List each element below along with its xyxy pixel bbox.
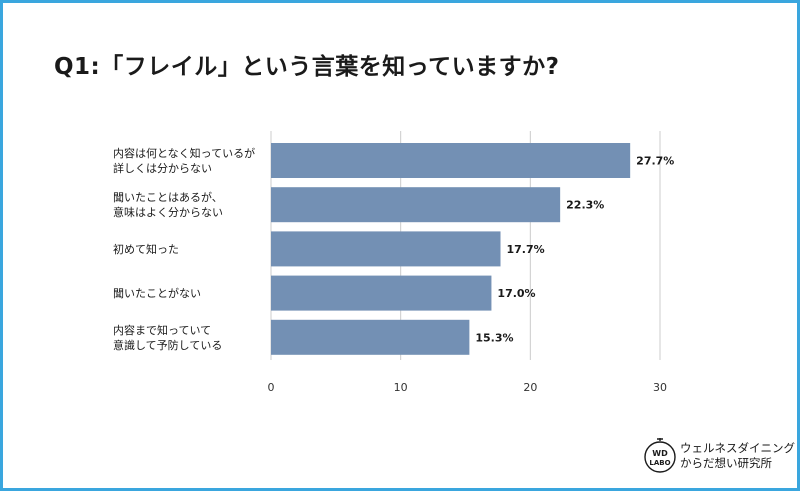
value-label-1: 22.3%: [566, 199, 604, 212]
brand-name: ウェルネスダイニング からだ想い研究所: [680, 441, 795, 471]
x-tick-label-10: 10: [394, 381, 408, 394]
x-tick-label-30: 30: [653, 381, 667, 394]
category-label-1-line-0: 聞いたことはあるが、: [113, 190, 223, 204]
brand-logo: WD LABO ウェルネスダイニング からだ想い研究所: [640, 435, 795, 479]
badge-text-labo: LABO: [649, 459, 670, 467]
x-tick-label-20: 20: [523, 381, 537, 394]
value-label-2: 17.7%: [507, 243, 545, 256]
category-label-4-line-1: 意識して予防している: [113, 338, 222, 352]
category-label-0-line-0: 内容は何となく知っているが: [113, 146, 255, 160]
bar-2: [271, 231, 501, 267]
bar-1: [271, 187, 561, 223]
wd-labo-badge-icon: WD LABO: [644, 438, 676, 473]
category-label-3-line-0: 聞いたことがない: [113, 286, 201, 300]
category-label-1-line-1: 意味はよく分からない: [113, 205, 223, 219]
category-label-2-line-0: 初めて知った: [113, 242, 179, 256]
badge-text-wd: WD: [652, 449, 668, 458]
bar-0: [271, 143, 631, 178]
brand-name-line2: からだ想い研究所: [680, 456, 772, 470]
value-label-0: 27.7%: [636, 155, 674, 168]
value-label-4: 15.3%: [475, 331, 513, 344]
chart-title: Q1:「フレイル」という言葉を知っていますか?: [54, 54, 560, 80]
bar-4: [271, 319, 470, 355]
category-label-4-line-0: 内容まで知っていて: [113, 323, 211, 337]
category-label-0-line-1: 詳しくは分からない: [113, 161, 212, 175]
value-label-3: 17.0%: [497, 287, 535, 300]
bar-3: [271, 275, 492, 311]
brand-name-line1: ウェルネスダイニング: [680, 441, 795, 455]
x-tick-label-0: 0: [268, 381, 275, 394]
